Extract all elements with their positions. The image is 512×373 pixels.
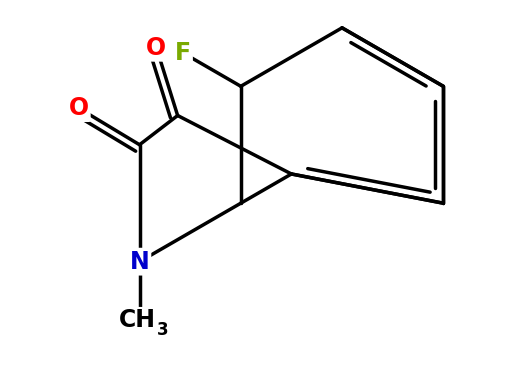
Text: 3: 3 [157, 321, 169, 339]
Text: N: N [130, 250, 150, 274]
Text: O: O [146, 36, 166, 60]
Text: F: F [175, 41, 191, 65]
Text: O: O [69, 96, 89, 120]
Text: CH: CH [119, 308, 156, 332]
